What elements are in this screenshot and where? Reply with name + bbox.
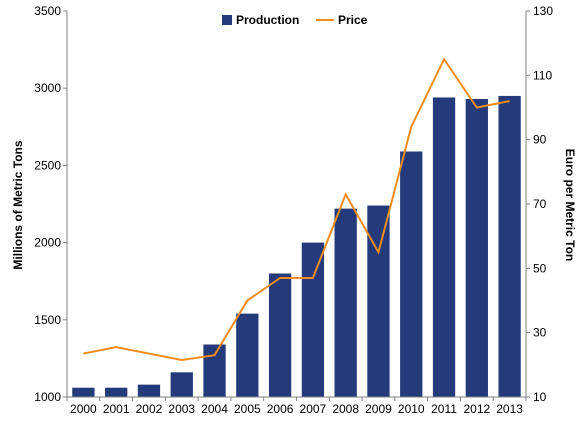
y-tick-label-right: 130 bbox=[533, 4, 553, 18]
x-tick-label-2013: 2013 bbox=[496, 402, 523, 416]
x-tick-label-2010: 2010 bbox=[398, 402, 425, 416]
bar-production-2006 bbox=[268, 273, 292, 397]
x-tick-label-2006: 2006 bbox=[267, 402, 294, 416]
x-tick-label-2000: 2000 bbox=[70, 402, 97, 416]
y-tick-label-right: 30 bbox=[533, 326, 547, 340]
bar-production-2001 bbox=[105, 387, 128, 397]
bar-production-2004 bbox=[203, 344, 226, 397]
y-axis-title-right: Euro per Metric Ton bbox=[563, 149, 577, 261]
price-line-group bbox=[83, 57, 510, 362]
bar-production-2009 bbox=[367, 205, 390, 397]
axes: 1000 1500 2000 2500 3000 3500 10 30 50 70 90 110 130… bbox=[34, 4, 553, 416]
y-tick-label-right: 10 bbox=[533, 390, 547, 404]
bar-production-2010 bbox=[400, 151, 423, 397]
y-tick-label-left: 1500 bbox=[34, 313, 61, 327]
price-line bbox=[83, 57, 510, 362]
y-tick-label-left: 2000 bbox=[34, 236, 61, 250]
bar-production-2007 bbox=[301, 242, 325, 397]
legend: Production Price bbox=[222, 13, 368, 27]
y-tick-label-right: 90 bbox=[533, 133, 547, 147]
y-axis-title-left: Millions of Metric Tons bbox=[11, 140, 25, 269]
x-tick-label-2009: 2009 bbox=[365, 402, 392, 416]
x-tick-label-2011: 2011 bbox=[431, 402, 457, 416]
bar-production-2013 bbox=[498, 95, 521, 398]
y-tick-label-left: 3500 bbox=[34, 4, 61, 18]
bar-production-2003 bbox=[170, 372, 193, 397]
x-tick-label-2004: 2004 bbox=[201, 402, 228, 416]
x-tick-label-2007: 2007 bbox=[300, 402, 327, 416]
production-bars bbox=[72, 95, 521, 398]
y-tick-label-left: 3000 bbox=[34, 81, 61, 95]
x-tick-label-2008: 2008 bbox=[332, 402, 359, 416]
x-tick-label-2005: 2005 bbox=[234, 402, 261, 416]
legend-label-production: Production bbox=[236, 13, 299, 27]
y-tick-label-right: 70 bbox=[533, 197, 547, 211]
bar-production-2000 bbox=[72, 387, 95, 397]
y-tick-label-right: 110 bbox=[533, 68, 552, 82]
bar-production-2002 bbox=[137, 384, 161, 397]
y-tick-label-left: 1000 bbox=[34, 390, 61, 404]
x-tick-label-2001: 2001 bbox=[103, 402, 130, 416]
bar-production-2005 bbox=[236, 313, 259, 397]
x-tick-label-2002: 2002 bbox=[136, 402, 163, 416]
y-tick-label-right: 50 bbox=[533, 261, 547, 275]
x-tick-label-2003: 2003 bbox=[168, 402, 195, 416]
y-tick-label-left: 2500 bbox=[34, 158, 61, 172]
legend-label-price: Price bbox=[338, 13, 368, 27]
bar-production-2011 bbox=[432, 97, 456, 398]
legend-swatch-production bbox=[222, 15, 232, 25]
bar-production-2012 bbox=[465, 99, 488, 398]
x-tick-label-2012: 2012 bbox=[463, 402, 490, 416]
bar-production-2008 bbox=[334, 208, 357, 397]
